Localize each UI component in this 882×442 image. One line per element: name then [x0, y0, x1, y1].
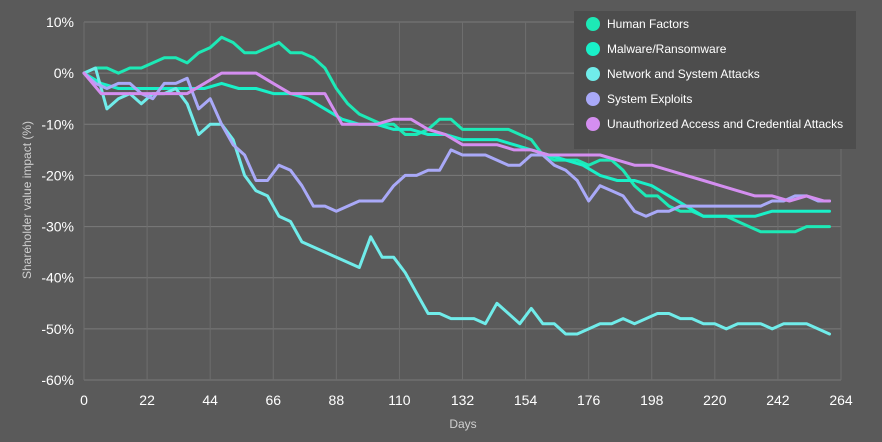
- legend-marker: [586, 42, 600, 56]
- series-line-1: [82, 71, 831, 218]
- y-tick-label: -60%: [41, 372, 74, 388]
- legend-label: Unauthorized Access and Credential Attac…: [607, 117, 843, 131]
- legend-label: Network and System Attacks: [607, 67, 760, 81]
- series-lines: [82, 35, 831, 336]
- y-tick-label: -20%: [41, 167, 74, 183]
- series-line-3: [82, 71, 831, 218]
- series-line-2: [82, 66, 831, 336]
- legend-marker: [586, 117, 600, 131]
- legend-marker: [586, 67, 600, 81]
- y-tick-label: -50%: [41, 321, 74, 337]
- legend: Human Factors Malware/Ransomware Network a…: [574, 11, 856, 149]
- y-tick-label: 10%: [46, 14, 74, 30]
- legend-marker: [586, 92, 600, 106]
- x-axis-ticks: 0 22 44 66 88 110 132 154 176 198 220 242 264: [80, 392, 853, 408]
- series-line-4: [82, 71, 831, 203]
- legend-marker: [586, 17, 600, 31]
- y-axis-ticks: 10% 0% -10% -20% -30% -40% -50% -60%: [41, 14, 74, 388]
- legend-label: System Exploits: [607, 92, 692, 106]
- x-tick-label: 0: [80, 392, 88, 408]
- y-axis-title: Shareholder value impact (%): [20, 121, 34, 279]
- legend-box: [574, 11, 856, 149]
- x-tick-label: 198: [640, 392, 664, 408]
- x-tick-label: 132: [451, 392, 475, 408]
- x-tick-label: 66: [265, 392, 281, 408]
- x-tick-label: 220: [703, 392, 727, 408]
- x-tick-label: 44: [202, 392, 218, 408]
- y-tick-label: 0%: [54, 65, 74, 81]
- x-tick-label: 176: [577, 392, 601, 408]
- y-tick-label: -40%: [41, 270, 74, 286]
- x-tick-label: 22: [139, 392, 155, 408]
- x-tick-label: 264: [829, 392, 853, 408]
- legend-label: Malware/Ransomware: [607, 42, 727, 56]
- legend-label: Human Factors: [607, 17, 689, 31]
- y-tick-label: -30%: [41, 219, 74, 235]
- x-tick-label: 88: [329, 392, 345, 408]
- x-axis-title: Days: [449, 417, 476, 431]
- y-tick-label: -10%: [41, 116, 74, 132]
- x-tick-label: 242: [766, 392, 790, 408]
- x-tick-label: 110: [388, 392, 411, 408]
- x-tick-label: 154: [514, 392, 538, 408]
